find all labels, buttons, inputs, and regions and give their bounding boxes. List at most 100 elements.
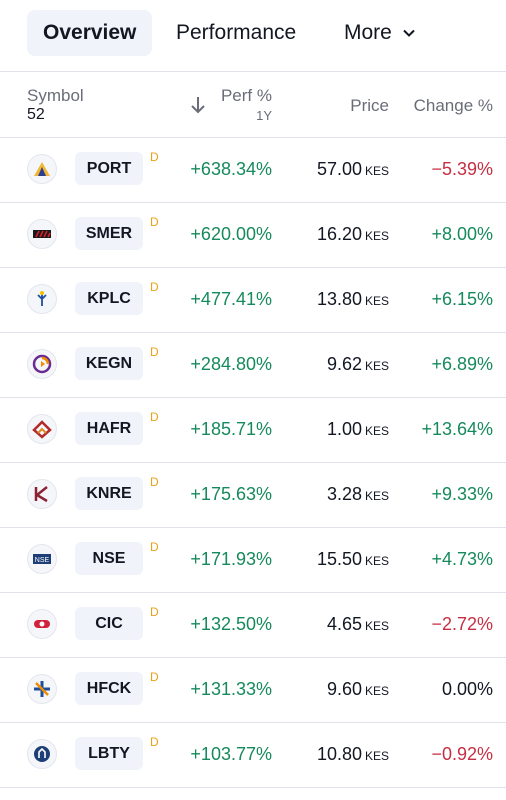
tab-performance[interactable]: Performance [176, 21, 297, 44]
column-header-change[interactable]: Change % [413, 96, 493, 115]
price-value: 3.28 KES [327, 484, 389, 505]
price-value: 9.62 KES [327, 354, 389, 375]
change-value: +6.15% [431, 289, 493, 309]
currency-label: KES [364, 359, 389, 373]
table-row[interactable]: NSE NSE D +171.93% 15.50 KES +4.73% [0, 528, 506, 593]
column-header-symbol[interactable]: Symbol [27, 86, 84, 105]
table-row[interactable]: HFCK D +131.33% 9.60 KES 0.00% [0, 658, 506, 723]
table-row[interactable]: LBTY D +103.77% 10.80 KES −0.92% [0, 723, 506, 788]
delayed-data-flag: D [150, 475, 159, 489]
smer-logo-icon [27, 219, 57, 249]
perf-value: +477.41% [190, 289, 272, 309]
delayed-data-flag: D [150, 540, 159, 554]
table-row[interactable]: SMER D +620.00% 16.20 KES +8.00% [0, 203, 506, 268]
column-header-price[interactable]: Price [350, 96, 389, 115]
perf-value: +185.71% [190, 419, 272, 439]
price-number: 1.00 [326, 419, 362, 439]
tab-overview[interactable]: Overview [27, 10, 153, 56]
price-value: 13.80 KES [317, 289, 389, 310]
price-value: 16.20 KES [317, 224, 389, 245]
delayed-data-flag: D [150, 670, 159, 684]
price-value: 1.00 KES [327, 419, 389, 440]
ticker-badge[interactable]: KEGN [75, 347, 143, 380]
price-value: 15.50 KES [317, 549, 389, 570]
nse-logo-icon: NSE [27, 544, 57, 574]
price-number: 16.20 [316, 224, 362, 244]
currency-label: KES [364, 164, 389, 178]
sort-arrow-down-icon[interactable] [189, 95, 207, 115]
change-value: −0.92% [431, 744, 493, 764]
ticker-badge[interactable]: HAFR [75, 412, 143, 445]
currency-label: KES [364, 489, 389, 503]
change-value: +9.33% [431, 484, 493, 504]
ticker-badge[interactable]: NSE [75, 542, 143, 575]
perf-value: +103.77% [190, 744, 272, 764]
column-header-perf[interactable]: Perf % [220, 86, 272, 105]
change-value: −2.72% [431, 614, 493, 634]
tab-more-label: More [344, 21, 392, 44]
change-value: −5.39% [431, 159, 493, 179]
tab-more[interactable]: More [328, 10, 432, 56]
port-logo-icon [27, 154, 57, 184]
chevron-down-icon [403, 29, 415, 37]
price-number: 4.65 [326, 614, 362, 634]
change-value: 0.00% [441, 679, 493, 699]
knre-logo-icon [27, 479, 57, 509]
currency-label: KES [364, 619, 389, 633]
perf-value: +284.80% [190, 354, 272, 374]
price-number: 10.80 [316, 744, 362, 764]
currency-label: KES [364, 229, 389, 243]
delayed-data-flag: D [150, 345, 159, 359]
ticker-badge[interactable]: KNRE [75, 477, 143, 510]
hafr-logo-icon [27, 414, 57, 444]
price-number: 57.00 [316, 159, 362, 179]
price-value: 10.80 KES [317, 744, 389, 765]
ticker-badge[interactable]: PORT [75, 152, 143, 185]
delayed-data-flag: D [150, 410, 159, 424]
delayed-data-flag: D [150, 215, 159, 229]
symbol-count: 52 [27, 106, 45, 123]
delayed-data-flag: D [150, 280, 159, 294]
change-value: +8.00% [431, 224, 493, 244]
price-value: 4.65 KES [327, 614, 389, 635]
price-number: 9.60 [326, 679, 362, 699]
kegn-logo-icon [27, 349, 57, 379]
currency-label: KES [364, 554, 389, 568]
hfck-logo-icon [27, 674, 57, 704]
ticker-badge[interactable]: CIC [75, 607, 143, 640]
currency-label: KES [364, 749, 389, 763]
table-row[interactable]: KPLC D +477.41% 13.80 KES +6.15% [0, 268, 506, 333]
column-header-perf-period: 1Y [256, 108, 272, 123]
price-number: 15.50 [316, 549, 362, 569]
table-header: Symbol 52 Perf % 1Y Price Change % [0, 72, 506, 138]
table-row[interactable]: KEGN D +284.80% 9.62 KES +6.89% [0, 333, 506, 398]
kplc-logo-icon [27, 284, 57, 314]
price-value: 9.60 KES [327, 679, 389, 700]
tab-bar: Overview Performance More [0, 0, 506, 72]
ticker-badge[interactable]: KPLC [75, 282, 143, 315]
ticker-badge[interactable]: SMER [75, 217, 143, 250]
perf-value: +131.33% [190, 679, 272, 699]
table-row[interactable]: HAFR D +185.71% 1.00 KES +13.64% [0, 398, 506, 463]
ticker-badge[interactable]: HFCK [75, 672, 143, 705]
price-number: 13.80 [316, 289, 362, 309]
delayed-data-flag: D [150, 605, 159, 619]
table-body: PORT D +638.34% 57.00 KES −5.39% SMER D +620.00%… [0, 138, 506, 788]
price-value: 57.00 KES [317, 159, 389, 180]
change-value: +6.89% [431, 354, 493, 374]
ticker-badge[interactable]: LBTY [75, 737, 143, 770]
table-row[interactable]: PORT D +638.34% 57.00 KES −5.39% [0, 138, 506, 203]
table-row[interactable]: CIC D +132.50% 4.65 KES −2.72% [0, 593, 506, 658]
perf-value: +620.00% [190, 224, 272, 244]
perf-value: +171.93% [190, 549, 272, 569]
perf-value: +132.50% [190, 614, 272, 634]
table-row[interactable]: KNRE D +175.63% 3.28 KES +9.33% [0, 463, 506, 528]
change-value: +4.73% [431, 549, 493, 569]
lbty-logo-icon [27, 739, 57, 769]
svg-text:NSE: NSE [35, 557, 50, 564]
perf-value: +175.63% [190, 484, 272, 504]
delayed-data-flag: D [150, 735, 159, 749]
price-number: 3.28 [326, 484, 362, 504]
currency-label: KES [364, 684, 389, 698]
price-number: 9.62 [326, 354, 362, 374]
